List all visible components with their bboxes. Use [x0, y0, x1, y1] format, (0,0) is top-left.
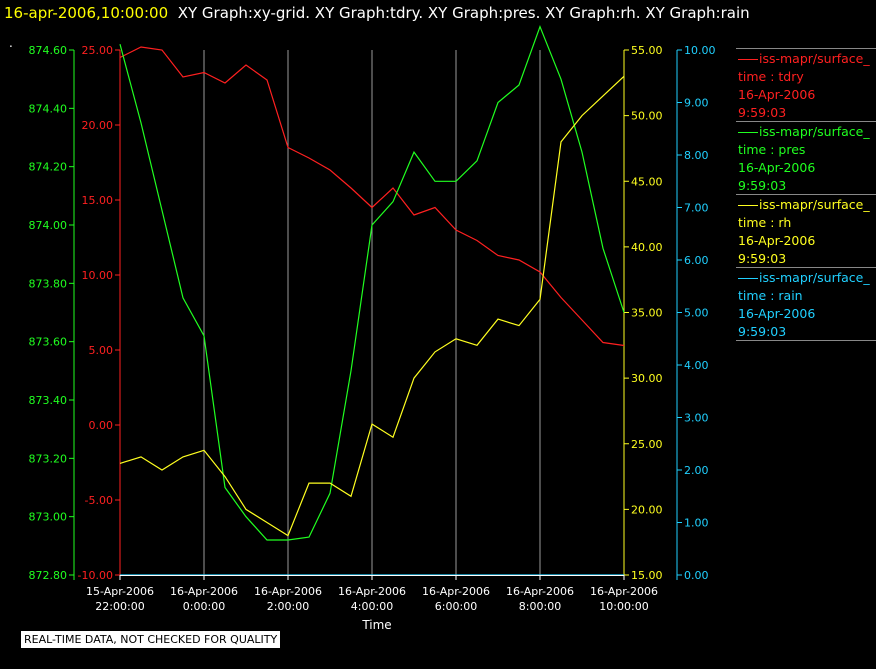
graph-header: 16-apr-2006,10:00:00 XY Graph:xy-grid. X…	[4, 4, 750, 22]
chart-axes: 872.80 873.00 873.20 873.40 873.60 873.80 874.…	[29, 44, 716, 582]
legend-date: 16-Apr-2006	[738, 233, 816, 248]
x-tick-label: 16-Apr-2006 6:00:00	[422, 585, 490, 613]
x-axis-label: Time	[361, 618, 391, 632]
y-tick-label-rh: 30.00	[631, 372, 663, 385]
legend-entry: iss-mapr/surface_time : tdry 16-Apr-2006 9…	[738, 50, 876, 122]
x-tick-label: 15-Apr-2006 22:00:00	[86, 585, 154, 613]
legend-source: iss-mapr/surface_	[759, 124, 870, 139]
y-tick-label-rh: 20.00	[631, 503, 663, 516]
legend-time: 9:59:03	[738, 105, 787, 120]
legend-source: iss-mapr/surface_	[759, 197, 870, 212]
header-timestamp: 16-apr-2006,10:00:00	[4, 4, 169, 22]
legend-source: iss-mapr/surface_	[759, 51, 870, 66]
y-tick-label-rh: 45.00	[631, 175, 663, 188]
x-tick-label: 16-Apr-2006 10:00:00	[590, 585, 658, 613]
y-tick-label-rh: 35.00	[631, 307, 663, 320]
y-tick-label-pres: 874.60	[29, 44, 68, 57]
y-tick-label-tdry: 5.00	[89, 344, 114, 357]
legend-label: time : tdry	[738, 69, 804, 84]
y-tick-label-pres: 873.40	[29, 394, 68, 407]
y-tick-label-rh: 55.00	[631, 44, 663, 57]
legend-label: time : rain	[738, 288, 803, 303]
x-axis-ticks: 15-Apr-2006 22:00:00 16-Apr-2006 0:00:00 16-…	[86, 575, 658, 613]
y-tick-label-tdry: 0.00	[89, 419, 114, 432]
y-tick-label-pres: 873.20	[29, 452, 68, 465]
x-tick-label: 16-Apr-2006 4:00:00	[338, 585, 406, 613]
y-tick-label-pres: 874.40	[29, 102, 68, 115]
legend-source: iss-mapr/surface_	[759, 270, 870, 285]
y-tick-label-pres: 873.80	[29, 277, 68, 290]
legend-swatch	[738, 278, 758, 279]
y-tick-label-rain: 7.00	[684, 202, 709, 215]
series-tdry-line	[119, 46, 625, 347]
series-rh-line	[119, 75, 625, 537]
series-pres-line	[119, 25, 625, 541]
legend-label: time : pres	[738, 142, 806, 157]
y-tick-label-rain: 0.00	[684, 569, 709, 582]
y-tick-label-rain: 9.00	[684, 97, 709, 110]
header-graph-list: XY Graph:xy-grid. XY Graph:tdry. XY Grap…	[177, 4, 750, 22]
legend-separator	[736, 121, 876, 122]
y-tick-label-pres: 874.20	[29, 161, 68, 174]
y-tick-label-rh: 15.00	[631, 569, 663, 582]
legend-label: time : rh	[738, 215, 792, 230]
chart-grid	[203, 50, 541, 575]
legend-swatch	[738, 59, 758, 60]
y-tick-label-rain: 8.00	[684, 149, 709, 162]
quality-note: REAL-TIME DATA, NOT CHECKED FOR QUALITY	[21, 631, 281, 648]
legend-time: 9:59:03	[738, 324, 787, 339]
y-tick-label-rain: 3.00	[684, 412, 709, 425]
x-tick-label: 16-Apr-2006 0:00:00	[170, 585, 238, 613]
y-tick-label-rain: 1.00	[684, 517, 709, 530]
legend-time: 9:59:03	[738, 178, 787, 193]
x-tick-label: 16-Apr-2006 2:00:00	[254, 585, 322, 613]
legend-entry: iss-mapr/surface_time : rh 16-Apr-2006 9:5…	[738, 196, 876, 268]
y-tick-label-rain: 2.00	[684, 464, 709, 477]
y-tick-label-rain: 10.00	[684, 44, 716, 57]
legend-separator	[736, 48, 876, 49]
legend-swatch	[738, 205, 758, 206]
legend-swatch	[738, 132, 758, 133]
y-tick-label-tdry: 10.00	[82, 269, 114, 282]
legend-entry: iss-mapr/surface_time : pres 16-Apr-2006 9…	[738, 123, 876, 195]
legend-date: 16-Apr-2006	[738, 306, 816, 321]
legend-date: 16-Apr-2006	[738, 160, 816, 175]
y-tick-label-tdry: 25.00	[82, 44, 114, 57]
y-tick-label-rh: 40.00	[631, 241, 663, 254]
y-tick-label-rain: 6.00	[684, 254, 709, 267]
header-dot: .	[9, 36, 13, 50]
y-tick-label-pres: 874.00	[29, 219, 68, 232]
x-tick-label: 16-Apr-2006 8:00:00	[506, 585, 574, 613]
legend-date: 16-Apr-2006	[738, 87, 816, 102]
y-tick-label-rh: 50.00	[631, 110, 663, 123]
y-tick-label-rain: 5.00	[684, 307, 709, 320]
y-tick-label-pres: 872.80	[29, 569, 68, 582]
legend-separator	[736, 194, 876, 195]
y-tick-label-tdry: 20.00	[82, 119, 114, 132]
y-tick-label-rh: 25.00	[631, 438, 663, 451]
y-tick-label-pres: 873.00	[29, 511, 68, 524]
y-tick-label-tdry: -5.00	[85, 494, 113, 507]
y-tick-label-rain: 4.00	[684, 359, 709, 372]
legend-time: 9:59:03	[738, 251, 787, 266]
y-tick-label-pres: 873.60	[29, 336, 68, 349]
legend-separator	[736, 267, 876, 268]
y-tick-label-tdry: 15.00	[82, 194, 114, 207]
legend-entry: iss-mapr/surface_time : rain 16-Apr-2006 9…	[738, 269, 876, 341]
y-tick-label-tdry: -10.00	[78, 569, 113, 582]
legend-separator	[736, 340, 876, 341]
